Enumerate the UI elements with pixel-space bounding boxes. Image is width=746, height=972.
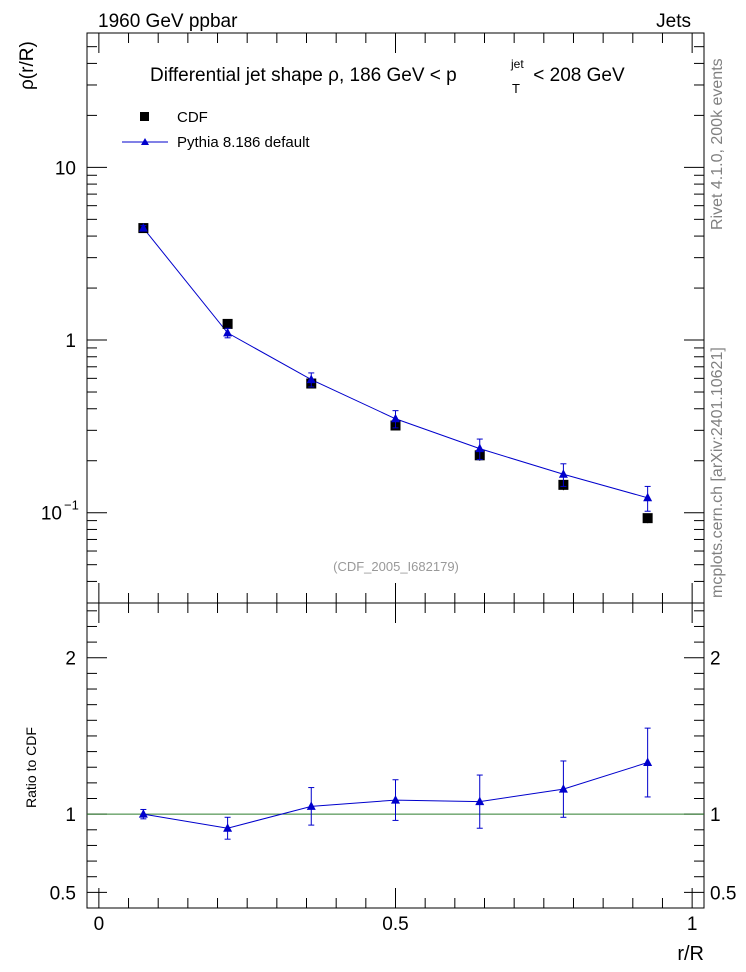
pythia-data-point — [306, 374, 316, 384]
ratio-axis-ticks — [87, 603, 704, 909]
pythia-data-point — [643, 492, 653, 502]
x-tick-label: 1 — [687, 914, 698, 935]
main-plot-title: Differential jet shape ρ, 186 GeV < p je… — [150, 57, 625, 96]
pythia-data-point — [391, 413, 400, 423]
main-axis-ticks — [87, 32, 704, 604]
legend-cdf-marker — [140, 112, 149, 121]
ratio-data-point — [306, 801, 316, 810]
ratio-y-tick-label-left: 2 — [65, 649, 76, 670]
cdf-data-point — [642, 513, 653, 524]
pythia-data-point — [475, 443, 485, 453]
ratio-data-layer — [87, 727, 704, 840]
ratio-y-tick-label-left: 0.5 — [50, 883, 76, 904]
ratio-y-tick-label-left: 1 — [65, 805, 76, 826]
pythia-series-line — [142, 227, 648, 499]
ratio-plot-frame — [86, 602, 705, 909]
main-y-tick-label: 10 — [55, 158, 76, 179]
ratio-y-tick-label-right: 2 — [710, 649, 721, 670]
legend: CDF Pythia 8.186 default — [122, 109, 310, 151]
title-main-text: Differential jet shape ρ, 186 GeV < p — [150, 65, 457, 86]
mcplots-source-label: mcplots.cern.ch [arXiv:2401.10621] — [709, 347, 726, 598]
ratio-data-point — [223, 823, 233, 832]
x-tick-label: 0.5 — [382, 914, 408, 935]
ratio-data-point — [643, 757, 653, 767]
ratio-y-tick-label-right: 1 — [710, 805, 721, 826]
ratio-y-tick-label-right: 0.5 — [710, 883, 736, 904]
main-y-tick-exponent: −1 — [64, 498, 79, 513]
analysis-watermark: (CDF_2005_I682179) — [333, 559, 459, 574]
x-axis-title: r/R — [677, 943, 704, 965]
cdf-data-point — [222, 318, 233, 329]
legend-pythia-label: Pythia 8.186 default — [177, 134, 310, 151]
pythia-data-point — [558, 469, 568, 478]
main-y-axis-title: ρ(r/R) — [17, 41, 38, 90]
ratio-data-point — [138, 809, 148, 818]
main-y-tick-label: 1 — [65, 331, 76, 352]
ratio-y-axis-title: Ratio to CDF — [23, 727, 39, 808]
title-tail-text: < 208 GeV — [528, 65, 625, 86]
ratio-data-point — [475, 796, 485, 806]
header-energy-label: 1960 GeV ppbar — [98, 11, 238, 32]
ratio-tick-labels: 0.5 0.5 1 1 2 2 0 0.5 1 — [50, 649, 737, 935]
header-category-label: Jets — [656, 11, 691, 32]
main-y-tick-label: 10 — [41, 504, 62, 525]
main-data-layer — [138, 223, 653, 524]
legend-pythia-marker — [141, 138, 149, 145]
ratio-data-point — [391, 795, 400, 804]
ratio-data-point — [558, 784, 568, 793]
title-subscript: T — [512, 81, 520, 96]
rivet-version-label: Rivet 4.1.0, 200k events — [709, 58, 726, 230]
pythia-data-point — [138, 223, 148, 232]
ratio-plot-panel: 0.5 0.5 1 1 2 2 0 0.5 1 Ratio to CDF r/R — [23, 602, 737, 965]
pythia-data-point — [223, 327, 233, 337]
legend-cdf-label: CDF — [177, 109, 208, 126]
title-superscript: jet — [510, 57, 524, 71]
x-tick-label: 0 — [94, 914, 105, 935]
